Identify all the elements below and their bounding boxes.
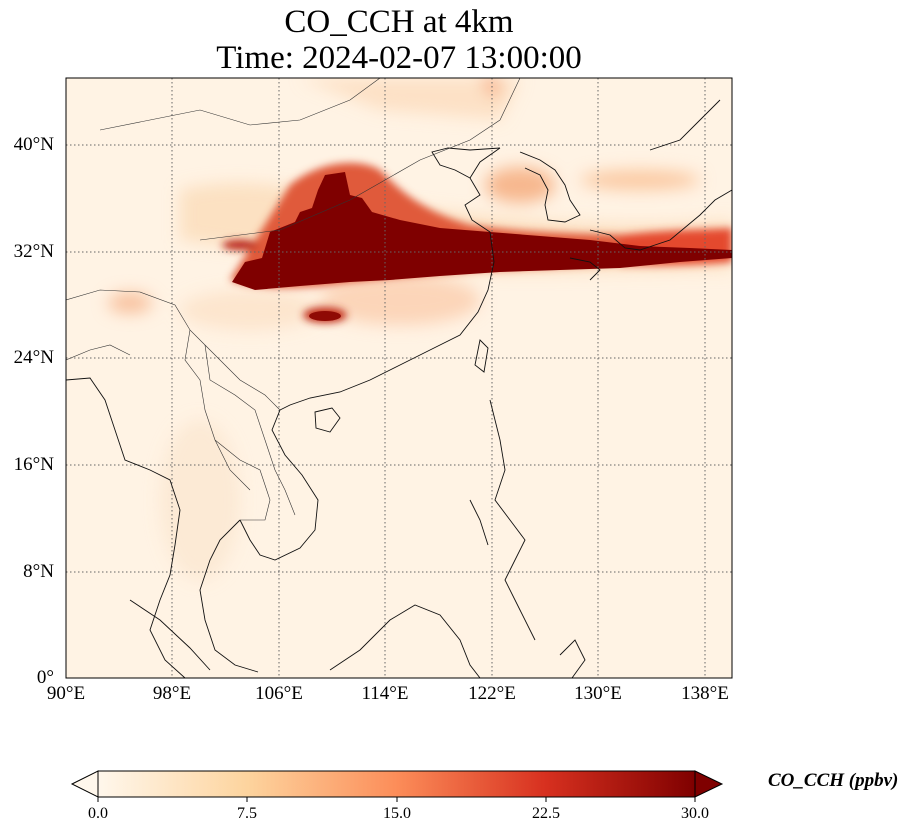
lat-tick-label: 8°N [23, 561, 54, 582]
coastlines [66, 99, 732, 678]
colorbar-label: CO_CCH (ppbv) [768, 770, 899, 791]
lat-tick-label: 24°N [13, 347, 54, 368]
lat-tick-label: 40°N [13, 134, 54, 155]
map-frame [65, 77, 733, 679]
colorbar-tick-label: 30.0 [681, 805, 709, 822]
country-borders [66, 78, 521, 521]
lon-tick-label: 122°E [468, 683, 516, 704]
colorbar-tick-label: 0.0 [88, 805, 108, 822]
colorbar-tick-label: 15.0 [383, 805, 411, 822]
gridlines [66, 78, 732, 678]
colorbar-extend-max [694, 770, 724, 798]
lat-tick-label: 32°N [13, 241, 54, 262]
lon-tick-label: 98°E [152, 683, 192, 704]
colorbar [70, 770, 724, 802]
lat-tick-label: 16°N [13, 454, 54, 475]
concentration-field [108, 78, 732, 580]
lon-tick-label: 106°E [255, 683, 303, 704]
lon-tick-label: 90°E [46, 683, 86, 704]
map-title-line-1: CO_CCH at 4km [284, 4, 514, 40]
lon-tick-label: 130°E [574, 683, 622, 704]
map-title-line-2: Time: 2024-02-07 13:00:00 [216, 40, 582, 76]
colorbar-ramp [97, 770, 696, 798]
lat-tick-label: 0° [36, 667, 54, 688]
lon-tick-label: 138°E [681, 683, 729, 704]
colorbar-tick-label: 22.5 [532, 805, 560, 822]
map-background [66, 78, 732, 678]
lon-tick-label: 114°E [361, 683, 409, 704]
colorbar-extend-min [70, 770, 99, 798]
colorbar-tick-label: 7.5 [237, 805, 257, 822]
